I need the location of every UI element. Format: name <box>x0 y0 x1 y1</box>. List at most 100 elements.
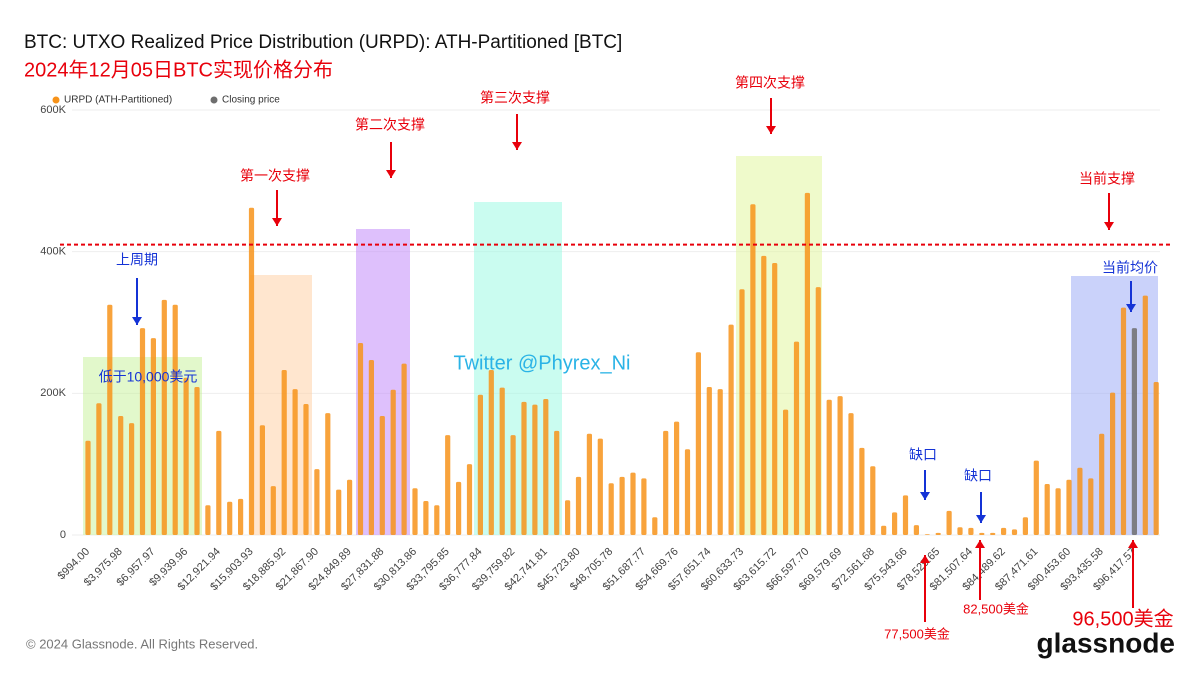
annotation: 当前支撑 <box>1079 171 1135 187</box>
bar <box>1033 460 1039 535</box>
bar <box>892 512 898 535</box>
bar <box>412 488 418 535</box>
annotation: 82,500美金 <box>963 601 1029 616</box>
bar <box>1055 488 1061 535</box>
bar <box>695 352 701 535</box>
annotation: 77,500美金 <box>884 626 950 641</box>
bar <box>401 363 407 535</box>
bar <box>641 478 647 535</box>
bar <box>608 483 614 535</box>
bar <box>1066 479 1072 535</box>
bar <box>477 394 483 535</box>
bar <box>815 287 821 535</box>
bar <box>96 403 102 535</box>
bar <box>248 207 255 535</box>
bar <box>783 409 789 535</box>
bar <box>456 481 462 535</box>
bar <box>728 324 734 535</box>
bar <box>663 430 669 535</box>
annotation: 上周期 <box>116 252 158 268</box>
bar <box>325 413 331 535</box>
bar <box>575 476 582 535</box>
bar <box>379 416 385 535</box>
bar <box>706 386 712 535</box>
bar <box>684 449 691 535</box>
bar <box>968 527 974 535</box>
arrow-head <box>976 515 986 523</box>
bar <box>652 517 658 535</box>
legend-marker <box>52 96 60 104</box>
y-tick-label: 200K <box>40 387 66 399</box>
annotation: 第三次支撑 <box>480 90 550 106</box>
bar <box>139 328 146 535</box>
bar <box>521 401 527 535</box>
bar <box>368 360 374 535</box>
bar <box>488 369 494 535</box>
bar <box>314 469 320 535</box>
bar <box>717 389 723 535</box>
footer: © 2024 Glassnode. All Rights Reserved. <box>26 636 258 651</box>
bar <box>1131 328 1137 535</box>
bar <box>761 255 767 535</box>
bar <box>336 489 342 535</box>
bar <box>390 389 396 535</box>
chart-title: BTC: UTXO Realized Price Distribution (U… <box>24 32 622 53</box>
annotation: 96,500美金 <box>1072 607 1173 630</box>
bar <box>423 501 429 535</box>
bar <box>1099 433 1105 535</box>
bar <box>674 421 680 535</box>
bar <box>107 304 113 535</box>
bar <box>205 505 211 535</box>
annotation: 当前均价 <box>1102 260 1158 276</box>
bar <box>238 498 244 535</box>
arrow-head <box>386 170 396 178</box>
bar <box>870 466 876 535</box>
bar <box>532 404 538 535</box>
bar <box>902 495 909 535</box>
bar <box>466 464 473 535</box>
annotation: 低于10,000美元 <box>99 369 198 385</box>
arrow-head <box>975 540 985 548</box>
bar <box>434 505 440 535</box>
bar <box>1044 484 1050 535</box>
chart-subtitle: 2024年12月05日BTC实现价格分布 <box>24 58 333 81</box>
bar <box>990 532 996 535</box>
bar <box>1142 295 1148 535</box>
arrow-head <box>512 142 522 150</box>
bar <box>924 534 930 535</box>
bar <box>586 433 592 535</box>
arrow-head <box>1126 304 1136 312</box>
bar <box>772 263 778 535</box>
bar <box>1077 467 1083 535</box>
bar <box>510 435 516 535</box>
y-tick-label: 600K <box>40 104 66 116</box>
bar <box>597 438 603 535</box>
y-tick-label: 400K <box>40 246 66 258</box>
bar <box>565 500 571 535</box>
bar <box>1011 529 1018 535</box>
annotation: 第二次支撑 <box>355 117 425 133</box>
bar <box>913 525 919 535</box>
bar <box>554 430 560 535</box>
bar <box>979 532 985 535</box>
bar <box>1088 478 1094 535</box>
bar <box>739 289 745 535</box>
bar <box>281 369 287 535</box>
bar <box>499 387 505 535</box>
bar <box>172 304 178 535</box>
arrow-head <box>132 317 142 325</box>
bar <box>445 435 451 535</box>
annotation: 缺口 <box>909 447 937 463</box>
bar <box>118 416 124 535</box>
legend-marker <box>210 96 218 104</box>
bar <box>1110 392 1116 535</box>
bar <box>161 299 167 535</box>
bar <box>619 476 625 535</box>
annotation: Twitter @Phyrex_Ni <box>453 352 630 374</box>
bar <box>347 479 353 535</box>
bar <box>848 413 854 535</box>
legend-label: Closing price <box>222 95 280 106</box>
arrow-head <box>1104 222 1114 230</box>
bar <box>630 472 636 535</box>
